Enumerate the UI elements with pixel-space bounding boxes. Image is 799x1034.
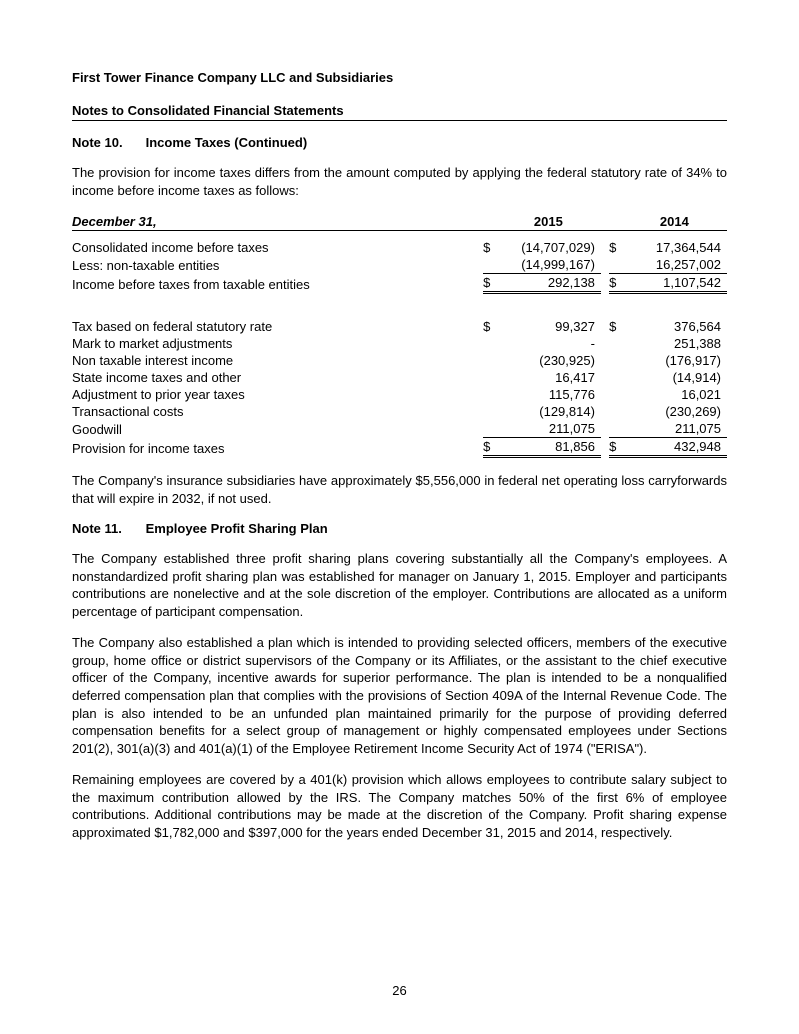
- note11-p3: Remaining employees are covered by a 401…: [72, 771, 727, 841]
- note10-intro: The provision for income taxes differs f…: [72, 164, 727, 199]
- income-tax-table: December 31, 2015 2014 Consolidated inco…: [72, 213, 727, 458]
- note11-title: Employee Profit Sharing Plan: [146, 521, 328, 536]
- page-number: 26: [0, 983, 799, 998]
- note11-heading: Note 11. Employee Profit Sharing Plan: [72, 521, 727, 536]
- table-row-subtotal: Income before taxes from taxable entitie…: [72, 274, 727, 293]
- note10-number: Note 10.: [72, 135, 142, 150]
- table-row: Consolidated income before taxes $ (14,7…: [72, 239, 727, 256]
- table-row: Tax based on federal statutory rate $ 99…: [72, 318, 727, 335]
- table-row: Non taxable interest income (230,925) (1…: [72, 352, 727, 369]
- section-title: Notes to Consolidated Financial Statemen…: [72, 103, 727, 121]
- table-row: Transactional costs (129,814) (230,269): [72, 403, 727, 420]
- note10-outro: The Company's insurance subsidiaries hav…: [72, 472, 727, 507]
- note10-title: Income Taxes (Continued): [146, 135, 308, 150]
- table-row: Goodwill 211,075 211,075: [72, 420, 727, 438]
- table-row: Mark to market adjustments - 251,388: [72, 335, 727, 352]
- note11-p1: The Company established three profit sha…: [72, 550, 727, 620]
- table-row: Less: non-taxable entities (14,999,167) …: [72, 256, 727, 274]
- company-name: First Tower Finance Company LLC and Subs…: [72, 70, 727, 85]
- table-year-2015: 2015: [502, 213, 601, 231]
- table-row: State income taxes and other 16,417 (14,…: [72, 369, 727, 386]
- note10-heading: Note 10. Income Taxes (Continued): [72, 135, 727, 150]
- table-date-label: December 31,: [72, 213, 475, 231]
- table-row-total: Provision for income taxes $ 81,856 $ 43…: [72, 438, 727, 457]
- note11-number: Note 11.: [72, 521, 142, 536]
- note11-p2: The Company also established a plan whic…: [72, 634, 727, 757]
- table-year-2014: 2014: [628, 213, 727, 231]
- table-row: Adjustment to prior year taxes 115,776 1…: [72, 386, 727, 403]
